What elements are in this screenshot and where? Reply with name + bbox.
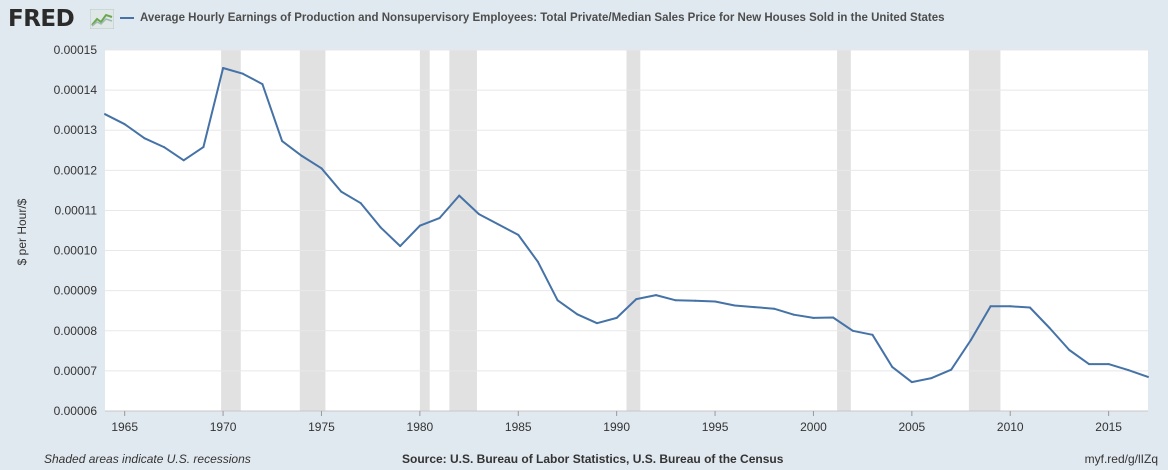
data-point[interactable] xyxy=(143,137,146,140)
x-tick-label: 1995 xyxy=(702,420,729,434)
data-point[interactable] xyxy=(104,113,106,116)
x-tick-label: 1970 xyxy=(210,420,237,434)
data-point[interactable] xyxy=(340,190,343,193)
data-point[interactable] xyxy=(458,194,461,197)
recession-note: Shaded areas indicate U.S. recessions xyxy=(44,452,251,466)
y-tick-label: 0.00015 xyxy=(54,43,98,57)
data-point[interactable] xyxy=(1009,305,1012,308)
data-point[interactable] xyxy=(222,67,225,70)
data-point[interactable] xyxy=(753,306,756,309)
data-point[interactable] xyxy=(202,146,205,149)
chart-header: FRED Average Hourly Earnings of Producti… xyxy=(0,0,1168,40)
data-point[interactable] xyxy=(1048,326,1051,329)
data-point[interactable] xyxy=(182,159,185,162)
recession-band xyxy=(449,50,477,411)
y-tick-label: 0.00006 xyxy=(54,404,98,418)
data-point[interactable] xyxy=(733,304,736,307)
chart-legend: Average Hourly Earnings of Production an… xyxy=(120,12,945,24)
recession-band xyxy=(419,50,430,411)
data-point[interactable] xyxy=(950,368,953,371)
data-point[interactable] xyxy=(320,167,323,170)
data-point[interactable] xyxy=(694,299,697,302)
x-tick-label: 2010 xyxy=(997,420,1024,434)
data-point[interactable] xyxy=(930,377,933,380)
data-point[interactable] xyxy=(536,260,539,263)
x-tick-label: 1965 xyxy=(111,420,138,434)
source-note: Source: U.S. Bureau of Labor Statistics,… xyxy=(402,452,784,466)
data-point[interactable] xyxy=(812,316,815,319)
data-point[interactable] xyxy=(477,213,480,216)
data-point[interactable] xyxy=(497,223,500,226)
data-point[interactable] xyxy=(300,154,303,157)
x-tick-label: 1990 xyxy=(603,420,630,434)
data-point[interactable] xyxy=(674,299,677,302)
data-point[interactable] xyxy=(123,123,126,126)
recession-band xyxy=(837,50,851,411)
recession-band xyxy=(626,50,641,411)
data-point[interactable] xyxy=(832,316,835,319)
data-point[interactable] xyxy=(714,300,717,303)
recession-band xyxy=(221,50,241,411)
y-tick-label: 0.00008 xyxy=(54,324,98,338)
x-tick-label: 1980 xyxy=(407,420,434,434)
series-lines xyxy=(104,67,1149,384)
data-point[interactable] xyxy=(261,83,264,86)
data-point[interactable] xyxy=(1068,349,1071,352)
data-point[interactable] xyxy=(438,217,441,220)
data-point[interactable] xyxy=(517,233,520,236)
data-point[interactable] xyxy=(1107,363,1110,366)
data-point[interactable] xyxy=(1087,363,1090,366)
x-tick-label: 2000 xyxy=(800,420,827,434)
x-tick-label: 2005 xyxy=(898,420,925,434)
data-point[interactable] xyxy=(989,305,992,308)
recession-shading xyxy=(221,50,1001,411)
x-axis-ticks: 1965 1970 1975 1980 1985 1990 1995 2000 2005 2010… xyxy=(105,410,1148,434)
data-point[interactable] xyxy=(910,381,913,384)
data-point[interactable] xyxy=(399,245,402,248)
fred-logo-graph-icon xyxy=(90,9,114,29)
legend-series-label: Average Hourly Earnings of Production an… xyxy=(140,12,945,24)
data-point[interactable] xyxy=(615,316,618,319)
data-point[interactable] xyxy=(871,333,874,336)
y-tick-label: 0.00011 xyxy=(55,203,98,217)
y-tick-label: 0.00007 xyxy=(54,364,98,378)
data-point[interactable] xyxy=(281,140,284,143)
recession-band xyxy=(299,50,326,411)
data-point[interactable] xyxy=(418,224,421,227)
data-point[interactable] xyxy=(241,72,244,75)
data-point[interactable] xyxy=(576,313,579,316)
x-tick-label: 1975 xyxy=(308,420,335,434)
y-axis-ticks: 0.00006 0.00007 0.00008 0.00009 0.00010 0.000… xyxy=(54,43,98,418)
y-tick-label: 0.00009 xyxy=(54,284,98,298)
data-point[interactable] xyxy=(969,339,972,342)
data-point[interactable] xyxy=(773,307,776,310)
data-point[interactable] xyxy=(163,146,166,149)
data-point[interactable] xyxy=(1028,306,1031,309)
data-point[interactable] xyxy=(851,329,854,332)
data-point[interactable] xyxy=(556,299,559,302)
data-point[interactable] xyxy=(655,294,658,297)
short-url-link[interactable]: myf.red/g/lIZq xyxy=(1084,452,1158,466)
data-point[interactable] xyxy=(792,313,795,316)
data-point[interactable] xyxy=(595,322,598,325)
fred-logo[interactable]: FRED xyxy=(8,6,75,32)
data-point[interactable] xyxy=(1147,375,1149,378)
series-line[interactable] xyxy=(104,67,1149,384)
legend-series-swatch xyxy=(120,17,134,19)
y-tick-label: 0.00010 xyxy=(54,244,98,258)
x-tick-label: 1985 xyxy=(505,420,532,434)
data-point[interactable] xyxy=(1127,369,1130,372)
data-point[interactable] xyxy=(359,202,362,205)
data-point[interactable] xyxy=(891,365,894,368)
data-point[interactable] xyxy=(379,226,382,229)
data-point[interactable] xyxy=(635,298,638,301)
y-axis-label: $ per Hour/$ xyxy=(15,198,29,265)
x-tick-label: 2015 xyxy=(1095,420,1122,434)
y-tick-label: 0.00013 xyxy=(54,123,98,137)
y-tick-label: 0.00012 xyxy=(54,163,98,177)
y-tick-label: 0.00014 xyxy=(54,83,98,97)
recession-band xyxy=(968,50,1001,411)
